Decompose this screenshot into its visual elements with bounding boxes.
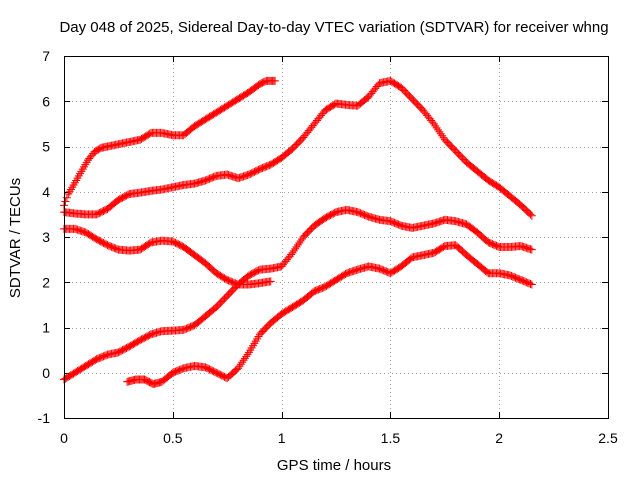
y-axis-label: SDTVAR / TECUs <box>7 178 24 298</box>
x-tick-label: 2 <box>495 430 503 446</box>
points-layer <box>60 76 536 389</box>
data-point <box>527 245 536 254</box>
x-tick-label: 2.5 <box>598 430 618 446</box>
x-tick-label: 0 <box>60 430 68 446</box>
y-tick-label: -1 <box>38 410 51 426</box>
y-tick-label: 6 <box>42 93 50 109</box>
y-tick-label: 4 <box>42 184 50 200</box>
data-point <box>266 277 275 286</box>
series-2 <box>60 76 536 220</box>
y-tick-label: 3 <box>42 229 50 245</box>
tick-layer: 0 0.5 1 1.5 2 2.5 -1 0 1 2 3 4 5 6 7 <box>38 48 618 446</box>
y-tick-label: 5 <box>42 139 50 155</box>
x-tick-label: 1 <box>278 430 286 446</box>
series-3 <box>60 224 275 289</box>
data-point <box>526 210 535 219</box>
series-5 <box>123 241 536 389</box>
series-4 <box>60 205 536 384</box>
data-point <box>271 76 280 85</box>
chart-title: Day 048 of 2025, Sidereal Day-to-day VTE… <box>59 19 608 36</box>
data-point <box>527 280 536 289</box>
x-axis-label: GPS time / hours <box>277 457 391 474</box>
data-point <box>526 279 535 288</box>
x-tick-label: 1.5 <box>381 430 401 446</box>
plot-frame <box>64 56 609 419</box>
y-tick-label: 7 <box>42 48 50 64</box>
x-tick-label: 0.5 <box>163 430 183 446</box>
data-point <box>243 350 252 359</box>
data-point <box>527 211 536 220</box>
series-1 <box>60 76 280 210</box>
y-tick-label: 0 <box>42 365 50 381</box>
y-tick-label: 1 <box>42 320 50 336</box>
grid-layer <box>64 56 608 418</box>
data-point <box>61 197 70 206</box>
y-tick-label: 2 <box>42 274 50 290</box>
